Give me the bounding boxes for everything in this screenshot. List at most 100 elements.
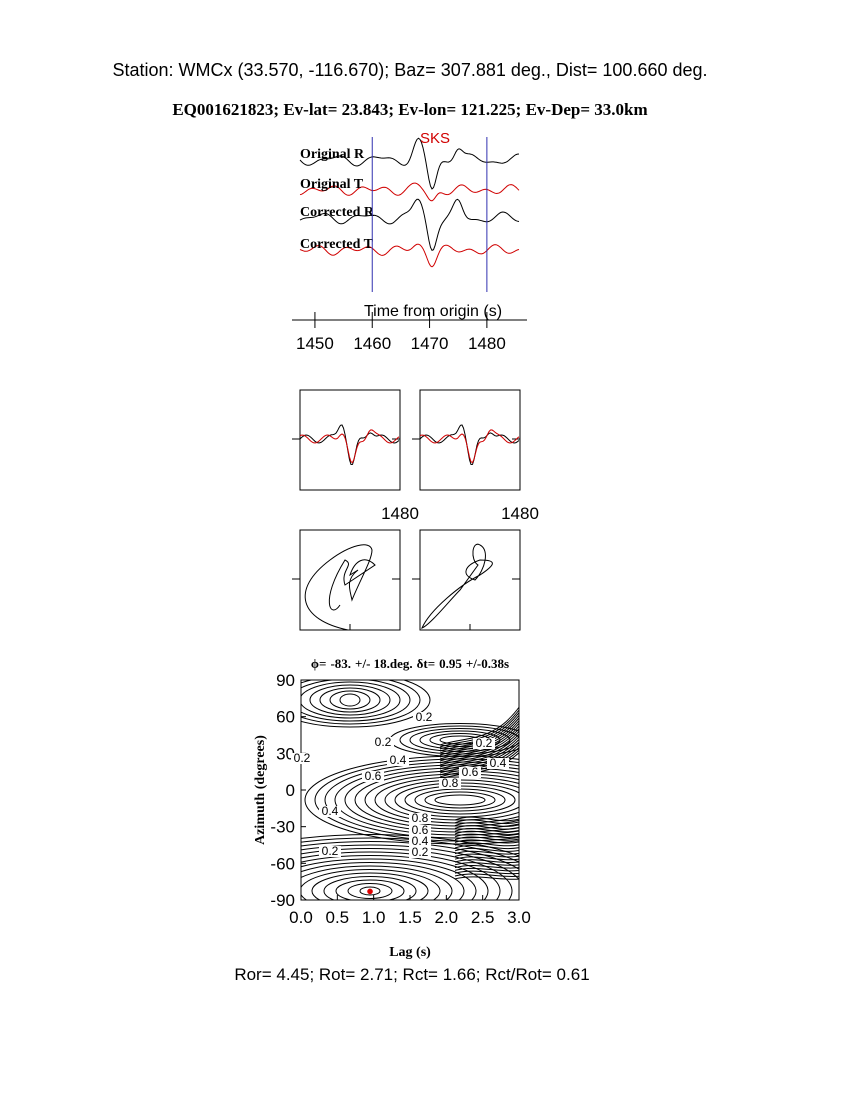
contour-line — [454, 825, 519, 830]
trace-label: Corrected R — [300, 205, 375, 220]
x-tick-label: 0.5 — [326, 908, 350, 927]
y-tick-label: -30 — [270, 818, 295, 837]
contour-line — [323, 876, 417, 900]
contour-line — [454, 867, 519, 872]
contour-line — [439, 743, 519, 774]
contour-line — [439, 708, 519, 748]
contour-label: 0.2 — [412, 845, 429, 859]
contour-line — [301, 855, 489, 900]
waveform — [419, 429, 520, 464]
trace-label: Corrected T — [300, 237, 374, 252]
contour-line — [454, 862, 519, 866]
contour-line — [434, 794, 486, 806]
waveform — [299, 182, 520, 202]
contour-line — [359, 886, 381, 896]
label-bg — [387, 755, 409, 766]
contour-line — [454, 842, 519, 847]
label-bg — [362, 771, 384, 782]
contour-line — [301, 680, 411, 722]
contour-line — [319, 687, 381, 713]
contour-label: 0.2 — [375, 735, 392, 749]
contour-line — [439, 749, 519, 778]
x-tick-label: 1470 — [411, 334, 449, 353]
label-bg — [473, 738, 495, 749]
contour-line — [301, 848, 513, 900]
contour-line — [454, 847, 519, 852]
contour-line — [439, 735, 519, 768]
contour-line — [454, 856, 519, 861]
contour-line — [301, 865, 453, 900]
contour-label: 0.4 — [390, 753, 407, 767]
x-tick-label: 1480 — [501, 504, 539, 523]
contour-line — [439, 752, 519, 780]
particle-motion — [421, 543, 493, 629]
title-part: ϕ= — [311, 656, 327, 671]
contour-line — [454, 870, 519, 875]
waveform — [299, 198, 520, 252]
label-bg — [409, 847, 431, 858]
contour-line — [454, 830, 519, 836]
contour-line — [329, 690, 371, 710]
y-tick-label: 90 — [276, 671, 295, 690]
contour-line — [454, 850, 519, 855]
contour-line — [454, 822, 519, 827]
contour-label: 0.2 — [476, 736, 493, 750]
contour-line — [339, 693, 361, 707]
contour-label: 0.6 — [365, 769, 382, 783]
contour-line — [454, 836, 519, 841]
contour-line — [439, 738, 519, 770]
x-tick-label: 1450 — [296, 334, 334, 353]
event-line: EQ001621823; Ev-lat= 23.843; Ev-lon= 121… — [172, 100, 647, 119]
best-fit-marker — [367, 888, 373, 895]
station-line: Station: WMCx (33.570, -116.670); Baz= 3… — [112, 60, 707, 80]
contour-line — [454, 819, 519, 825]
x-tick-label: 0.0 — [289, 908, 313, 927]
contour-line — [454, 876, 519, 880]
y-tick-label: 30 — [276, 744, 295, 763]
x-tick-label: 1480 — [468, 334, 506, 353]
contour-label: 0.2 — [294, 751, 311, 765]
label-bg — [439, 778, 461, 789]
contour-line — [309, 684, 391, 716]
x-axis-label: Lag (s) — [389, 945, 431, 960]
contour-label: 0.2 — [322, 844, 339, 858]
contour-label: 0.6 — [462, 765, 479, 779]
label-bg — [319, 806, 341, 817]
contour-line — [301, 851, 501, 900]
contour-line — [301, 844, 519, 881]
contour-line — [454, 864, 519, 869]
x-tick-label: 2.0 — [435, 908, 459, 927]
particle-motion — [304, 544, 376, 631]
contour-line — [439, 730, 519, 764]
y-tick-label: -90 — [270, 891, 295, 910]
contour-line — [301, 869, 441, 900]
contour-line — [454, 859, 519, 863]
contour-line — [301, 680, 431, 728]
x-tick-label: 1.5 — [398, 908, 422, 927]
x-tick-label: 2.5 — [471, 908, 495, 927]
contour-panel: ϕ= -83. +/- 18.deg. δt= 0.95 +/-0.38s 0.0 0.5 1.… — [253, 656, 531, 960]
title-part: +/- 18.deg. — [355, 656, 413, 671]
title-part: δt= — [417, 656, 435, 671]
waveform — [299, 243, 520, 268]
title-part: +/-0.38s — [466, 656, 509, 671]
x-axis-label: Time from origin (s) — [364, 303, 502, 320]
label-bg — [413, 712, 435, 723]
contour-line — [454, 845, 519, 850]
contour-line — [454, 816, 519, 822]
contour-label: 0.8 — [412, 811, 429, 825]
label-bg — [487, 758, 509, 769]
contour-line — [347, 883, 393, 899]
contours — [301, 680, 519, 900]
contour-label: 0.2 — [416, 710, 433, 724]
contour-line — [301, 834, 519, 857]
contour-label: 0.4 — [490, 756, 507, 770]
contour-label: 0.4 — [322, 804, 339, 818]
contour-line — [301, 681, 401, 719]
label-bg — [409, 825, 431, 836]
panel-frame — [419, 529, 521, 631]
small-panels: 1480 1480 — [292, 389, 539, 631]
title-part: 0.95 — [439, 656, 462, 671]
title-part: -83. — [330, 656, 351, 671]
panel-frame — [299, 389, 401, 491]
